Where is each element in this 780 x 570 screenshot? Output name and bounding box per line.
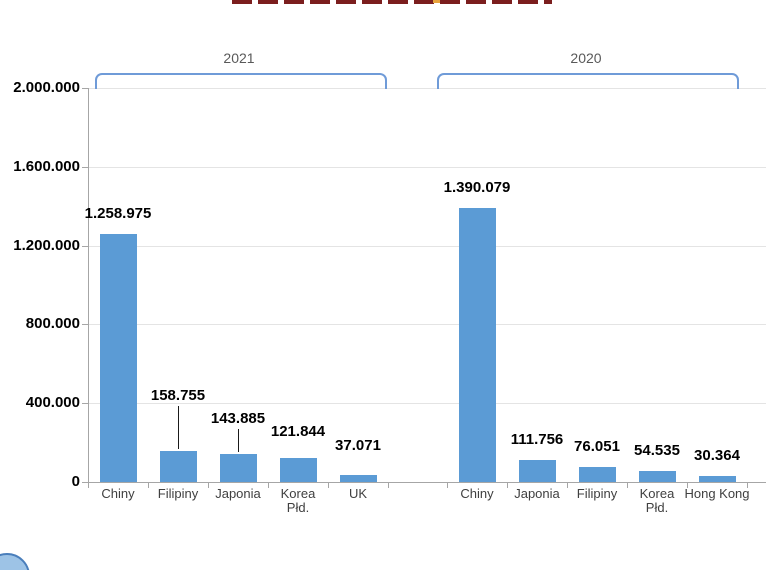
bar-value-label: 158.755 — [150, 387, 206, 404]
category-label: Filipiny — [144, 487, 212, 501]
gridline — [88, 167, 766, 168]
y-axis-label: 2.000.000 — [13, 79, 80, 96]
category-label: Korea Płd. — [264, 487, 332, 515]
bar — [340, 475, 377, 482]
category-label: Filipiny — [563, 487, 631, 501]
group-label: 2021 — [223, 50, 255, 66]
category-label: Korea Płd. — [623, 487, 691, 515]
category-label-line: Płd. — [645, 500, 669, 515]
category-label-line: Korea — [639, 486, 675, 501]
x-axis-tick — [88, 483, 89, 488]
category-label-line: Hong Kong — [684, 486, 750, 501]
label-leader-line — [178, 406, 179, 449]
bar — [160, 451, 197, 482]
bar-value-label: 37.071 — [335, 437, 381, 454]
x-axis-tick — [747, 483, 748, 488]
category-label-line: Płd. — [286, 500, 310, 515]
y-axis-label: 1.200.000 — [13, 237, 80, 254]
category-label: Chiny — [84, 487, 152, 501]
y-axis-tick — [82, 482, 88, 483]
y-axis-tick — [82, 88, 88, 89]
bar-value-label: 1.258.975 — [84, 205, 152, 222]
bar — [699, 476, 736, 482]
bar — [220, 454, 257, 482]
category-label-line: Japonia — [514, 486, 560, 501]
category-label-line: Japonia — [215, 486, 261, 501]
category-label-line: Filipiny — [157, 486, 199, 501]
corner-badge-shape — [0, 553, 30, 570]
gridline — [88, 403, 766, 404]
y-axis-label: 0 — [71, 473, 80, 490]
category-label: UK — [324, 487, 392, 501]
category-label-line: Chiny — [101, 486, 135, 501]
x-axis-tick — [148, 483, 149, 488]
y-axis-tick — [82, 403, 88, 404]
y-axis-label: 1.600.000 — [13, 158, 80, 175]
category-label-line: UK — [348, 486, 368, 501]
y-axis-tick — [82, 246, 88, 247]
x-axis-tick — [388, 483, 389, 488]
clipped-title-accent — [433, 0, 440, 3]
bar-value-label: 76.051 — [574, 438, 620, 455]
gridline — [88, 88, 766, 89]
bar — [459, 208, 496, 482]
bar — [100, 234, 137, 482]
bar-value-label: 30.364 — [694, 447, 740, 464]
group-bracket — [437, 73, 739, 89]
y-axis-label: 400.000 — [25, 394, 80, 411]
y-axis-label: 800.000 — [25, 315, 80, 332]
bar-value-label: 143.885 — [210, 410, 266, 427]
x-axis-tick — [328, 483, 329, 488]
bar-value-label: 54.535 — [634, 442, 680, 459]
x-axis-tick — [268, 483, 269, 488]
bar — [519, 460, 556, 482]
category-label: Japonia — [204, 487, 272, 501]
bar — [579, 467, 616, 482]
category-label-line: Korea — [280, 486, 316, 501]
x-axis-tick — [627, 483, 628, 488]
y-axis-tick — [82, 324, 88, 325]
gridline — [88, 246, 766, 247]
group-bracket — [95, 73, 387, 89]
category-label: Chiny — [443, 487, 511, 501]
group-label: 2020 — [570, 50, 602, 66]
x-axis-tick — [687, 483, 688, 488]
x-axis-tick — [567, 483, 568, 488]
x-axis-tick — [208, 483, 209, 488]
gridline — [88, 324, 766, 325]
bar — [639, 471, 676, 482]
category-label: Japonia — [503, 487, 571, 501]
category-label-line: Filipiny — [576, 486, 618, 501]
category-label: Hong Kong — [683, 487, 751, 501]
bar-value-label: 111.756 — [510, 431, 564, 448]
x-axis-tick — [507, 483, 508, 488]
category-label-line: Chiny — [460, 486, 494, 501]
bar-value-label: 1.390.079 — [443, 179, 511, 196]
x-axis-line — [88, 482, 766, 483]
y-axis-tick — [82, 167, 88, 168]
bar-value-label: 121.844 — [270, 423, 326, 440]
y-axis-line — [88, 88, 89, 482]
clipped-title-strip — [232, 0, 552, 4]
bar — [280, 458, 317, 482]
label-leader-line — [238, 429, 239, 452]
x-axis-tick — [447, 483, 448, 488]
